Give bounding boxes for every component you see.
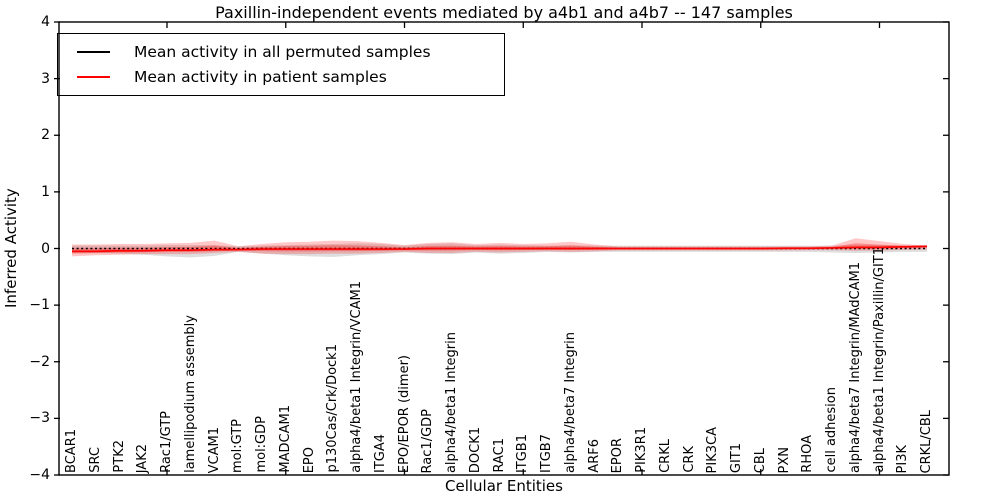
patient-mean-line — [72, 245, 928, 253]
y-tick-label: −1 — [29, 297, 50, 314]
legend-entry-patient: Mean activity in patient samples — [58, 65, 504, 91]
x-tick-label: mol:GTP — [230, 419, 246, 473]
y-tick-label: 2 — [41, 127, 50, 144]
x-tick-label: ARF6 — [586, 439, 602, 473]
x-tick-label: DOCK1 — [467, 426, 483, 473]
y-tick-label: −3 — [29, 410, 50, 427]
x-tick-label: JAK2 — [135, 443, 151, 473]
y-tick-label: 1 — [41, 183, 50, 200]
plot-area — [54, 21, 950, 476]
y-tick-label: 4 — [41, 14, 50, 30]
patient-line-swatch — [77, 76, 110, 79]
x-tick-label: cell adhesion — [824, 387, 839, 473]
y-tick-label: 0 — [41, 240, 50, 257]
legend-entry-label: Mean activity in all permuted samples — [134, 42, 431, 61]
x-tick-label: CRK — [681, 446, 697, 473]
x-tick-label: ITGA4 — [372, 433, 388, 473]
x-tick-label: SRC — [87, 447, 103, 473]
legend-entry-label: Mean activity in patient samples — [134, 68, 387, 87]
y-tick-label: 3 — [41, 70, 50, 87]
y-tick-label: −4 — [29, 467, 50, 483]
y-tick-label: −2 — [29, 353, 50, 370]
x-tick-label: PXN — [776, 446, 792, 473]
x-tick-label: ITGB7 — [539, 433, 554, 473]
x-tick-label: BCAR1 — [64, 429, 79, 473]
chart-title: Paxillin-independent events mediated by … — [215, 3, 793, 22]
x-tick-label: alpha4/beta1 Integrin — [444, 331, 459, 473]
x-tick-label: PTK2 — [111, 440, 127, 473]
x-tick-label: PI3K — [895, 444, 911, 473]
x-tick-label: PIK3CA — [705, 426, 721, 473]
x-tick-label: mol:GDP — [254, 416, 269, 473]
x-tick-label: alpha4/beta7 Integrin/MAdCAM1 — [847, 262, 863, 473]
x-tick-label: Rac1/GTP — [159, 411, 174, 473]
x-tick-label: ITGB1 — [515, 433, 531, 473]
x-tick-label: VCAM1 — [206, 426, 222, 473]
x-axis-title: Cellular Entities — [445, 477, 563, 495]
x-tick-label: MADCAM1 — [277, 405, 293, 473]
x-tick-label: PIK3R1 — [634, 427, 649, 473]
y-axis-title: Inferred Activity — [2, 188, 20, 309]
x-tick-label: alpha4/beta1 Integrin/VCAM1 — [349, 281, 364, 473]
x-tick-label: RAC1 — [491, 438, 507, 473]
x-tick-label: EPO — [301, 446, 317, 473]
x-tick-label: p130Cas/Crk/Dock1 — [325, 344, 341, 473]
legend: Mean activity in all permuted samples Me… — [57, 33, 505, 96]
x-tick-label: EPOR — [610, 437, 626, 473]
permuted-line-swatch — [77, 50, 110, 53]
permuted-band — [72, 243, 927, 258]
x-tick-label: alpha4/beta1 Integrin/Paxillin/GIT1 — [871, 247, 887, 473]
x-tick-label: CBL — [752, 447, 768, 473]
x-tick-label: Rac1/GDP — [420, 408, 436, 473]
x-tick-label: GIT1 — [729, 442, 744, 473]
x-tick-label: EPO/EPOR (dimer) — [396, 354, 412, 473]
x-tick-label: RHOA — [800, 435, 816, 473]
legend-entry-permuted: Mean activity in all permuted samples — [58, 39, 504, 65]
x-tick-label: alpha4/beta7 Integrin — [562, 331, 578, 473]
patient-band-outer — [72, 238, 927, 257]
x-tick-label: CRKL/CBL — [919, 409, 934, 474]
x-tick-label: lamellipodium assembly — [182, 315, 198, 473]
x-tick-label: CRKL — [657, 439, 673, 473]
